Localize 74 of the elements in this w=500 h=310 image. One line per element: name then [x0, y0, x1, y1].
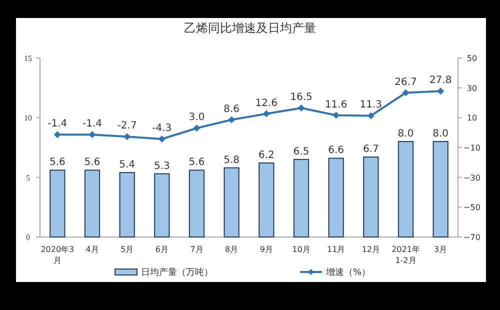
- x-tick-label: 10月: [292, 245, 310, 254]
- point: [228, 116, 236, 124]
- data-label: 8.6: [224, 104, 240, 115]
- y2-tick-label: −30: [464, 173, 480, 182]
- data-label: 5.6: [84, 157, 100, 168]
- y-tick-label: 5: [26, 173, 30, 182]
- data-label: 6.5: [293, 146, 310, 158]
- data-label: 6.6: [328, 145, 344, 156]
- point: [54, 131, 61, 138]
- data-label: 5.6: [188, 157, 205, 168]
- x-tick-label: 2021年1-2月: [392, 245, 420, 265]
- y-tick-label: 0: [26, 233, 30, 242]
- x-tick-label: 3月: [434, 245, 448, 254]
- y2-tick-label: 30: [466, 84, 478, 93]
- y2-tick-label: −70: [464, 233, 480, 242]
- bar: [432, 141, 448, 238]
- bar: [328, 158, 344, 238]
- data-label: 5.4: [119, 160, 136, 171]
- data-label: 8.0: [432, 128, 449, 140]
- legend-label: 增速（%）: [325, 267, 371, 278]
- data-label: 6.2: [258, 150, 274, 162]
- point: [332, 112, 340, 119]
- point: [262, 110, 270, 118]
- bar: [84, 170, 100, 238]
- data-label: 5.8: [224, 154, 240, 166]
- point: [193, 124, 200, 132]
- x-tick-label: 12月: [362, 245, 380, 254]
- data-label: -2.7: [117, 120, 137, 132]
- y2-tick-label: 50: [466, 54, 478, 63]
- data-label: 26.7: [394, 76, 417, 88]
- data-label: -1.4: [48, 118, 68, 130]
- x-tick-label: 4月: [86, 245, 99, 254]
- point: [437, 88, 444, 95]
- y2-tick-label: 10: [466, 114, 478, 123]
- point: [402, 89, 410, 96]
- bar: [50, 170, 66, 238]
- data-label: 6.7: [362, 144, 379, 156]
- x-tick-label: 2020年3月: [40, 245, 74, 265]
- y-tick-label: 15: [24, 54, 32, 63]
- data-label: 3.0: [188, 112, 205, 124]
- point: [158, 136, 166, 142]
- data-label: 12.6: [255, 98, 278, 109]
- point: [88, 131, 96, 138]
- y2-tick-label: −10: [464, 144, 480, 152]
- data-label: 11.6: [324, 99, 348, 110]
- x-tick-label: 5月: [120, 245, 134, 254]
- data-label: 5.6: [49, 157, 66, 168]
- bar: [363, 156, 379, 238]
- bar: [119, 172, 135, 238]
- x-tick-label: 11月: [326, 245, 346, 254]
- bar: [188, 170, 205, 238]
- bar: [224, 167, 240, 238]
- point: [367, 112, 374, 120]
- data-label: 11.3: [360, 100, 382, 111]
- x-tick-label: 8月: [225, 245, 238, 254]
- data-label: 5.3: [154, 160, 170, 172]
- legend-label: 日均产量（万吨）: [141, 267, 213, 278]
- x-tick-label: 9月: [260, 245, 273, 254]
- x-tick-label: 7月: [190, 245, 204, 254]
- data-label: 8.0: [398, 128, 414, 140]
- data-label: -1.4: [82, 118, 102, 130]
- x-tick-label: 6月: [155, 245, 168, 254]
- data-label: -4.3: [152, 122, 172, 134]
- y-tick-label: 10: [24, 114, 32, 123]
- y2-tick-label: −50: [464, 203, 480, 212]
- bar: [258, 162, 274, 238]
- chart-title: 乙烯同比增速及日均产量: [184, 21, 316, 35]
- data-label: 16.5: [290, 92, 312, 103]
- point: [298, 104, 305, 112]
- data-label: 27.8: [429, 75, 452, 86]
- point: [124, 133, 131, 140]
- bar: [293, 158, 310, 238]
- bar: [154, 173, 170, 238]
- bar: [398, 141, 414, 238]
